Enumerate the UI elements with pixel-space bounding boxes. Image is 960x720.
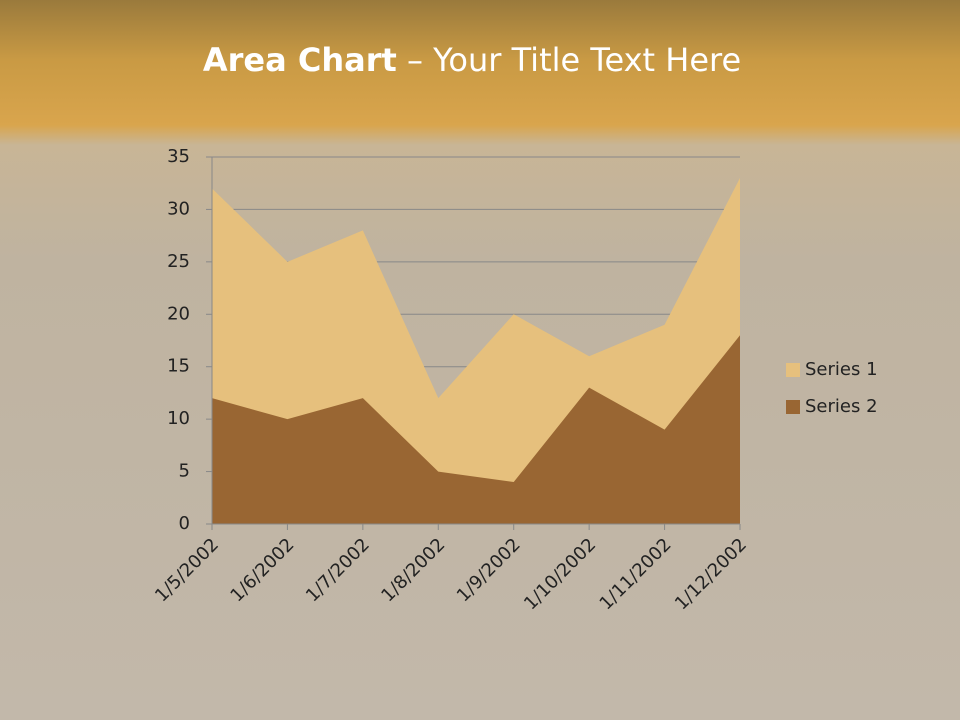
y-tick-label: 30: [167, 198, 190, 219]
area: [212, 335, 740, 524]
y-tick-label: 0: [179, 513, 190, 534]
x-tick-label: 1/11/2002: [596, 534, 676, 614]
x-tick-label: 1/9/2002: [453, 534, 525, 606]
x-tick-label: 1/5/2002: [151, 534, 223, 606]
x-tick-label: 1/7/2002: [302, 534, 374, 606]
y-tick-label: 20: [167, 303, 190, 324]
y-tick-label: 25: [167, 251, 190, 272]
legend-swatch: [786, 400, 800, 414]
y-tick-label: 5: [179, 461, 190, 482]
x-tick-label: 1/8/2002: [377, 534, 449, 606]
title-rest: – Your Title Text Here: [397, 41, 741, 79]
x-tick-label: 1/10/2002: [520, 534, 600, 614]
y-tick-label: 15: [167, 356, 190, 377]
x-tick-label: 1/12/2002: [671, 534, 751, 614]
y-tick-label: 35: [167, 146, 190, 167]
y-tick-label: 10: [167, 408, 190, 429]
x-tick-label: 1/6/2002: [226, 534, 298, 606]
title-bold: Area Chart: [203, 41, 397, 79]
legend-swatch: [786, 363, 800, 377]
chart-title: Area Chart – Your Title Text Here: [203, 41, 741, 79]
legend-label: Series 1: [805, 359, 878, 380]
legend-label: Series 2: [805, 396, 878, 417]
